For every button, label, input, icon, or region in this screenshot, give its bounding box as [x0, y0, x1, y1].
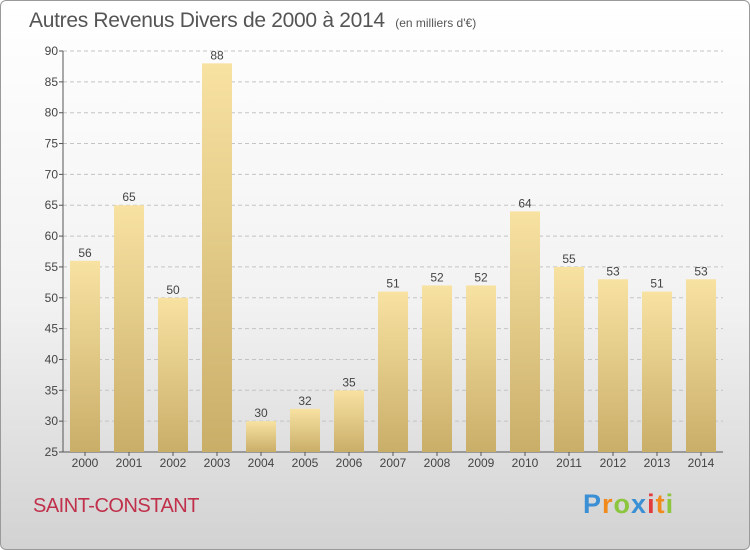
logo-letter: i: [665, 489, 675, 519]
y-tick-label: 65: [45, 198, 59, 212]
value-label: 32: [298, 394, 312, 408]
bar: [202, 63, 232, 452]
x-tick-label: 2001: [116, 456, 143, 470]
bar: [598, 279, 628, 452]
x-tick-label: 2014: [688, 456, 715, 470]
y-tick-label: 55: [45, 260, 59, 274]
logo-letter: o: [613, 489, 632, 519]
x-tick-label: 2013: [644, 456, 671, 470]
title-line: Autres Revenus Divers de 2000 à 2014 (en…: [29, 9, 476, 33]
bar: [378, 291, 408, 452]
value-label: 52: [474, 270, 488, 284]
y-tick-label: 40: [45, 352, 59, 366]
x-tick-label: 2009: [468, 456, 495, 470]
value-label: 88: [210, 48, 224, 62]
bar: [686, 279, 716, 452]
x-tick-label: 2007: [380, 456, 407, 470]
chart-subtitle: (en milliers d'€): [395, 16, 477, 30]
y-tick-label: 75: [45, 137, 59, 151]
value-label: 64: [518, 196, 532, 210]
y-tick-label: 25: [45, 445, 59, 459]
value-label: 30: [254, 406, 268, 420]
y-tick-label: 35: [45, 383, 59, 397]
bar: [114, 205, 144, 452]
x-tick-label: 2012: [600, 456, 627, 470]
logo-letter: i: [647, 489, 656, 519]
y-tick-label: 60: [45, 229, 59, 243]
bar: [334, 390, 364, 452]
x-tick-label: 2010: [512, 456, 539, 470]
logo-letter: x: [631, 489, 648, 519]
bar: [642, 291, 672, 452]
logo-letter: t: [655, 489, 666, 519]
value-label: 56: [78, 246, 92, 260]
value-label: 52: [430, 270, 444, 284]
value-label: 50: [166, 283, 180, 297]
x-tick-label: 2004: [248, 456, 275, 470]
value-label: 35: [342, 375, 356, 389]
bar: [70, 260, 100, 452]
bar: [510, 211, 540, 452]
y-tick-label: 70: [45, 167, 59, 181]
value-label: 55: [562, 252, 576, 266]
bar: [246, 421, 276, 452]
logo-letter: P: [583, 489, 603, 519]
value-label: 51: [650, 277, 664, 291]
x-tick-label: 2002: [160, 456, 187, 470]
value-label: 51: [386, 277, 400, 291]
proxiti-logo: Proxiti: [583, 489, 674, 520]
y-tick-label: 30: [45, 414, 59, 428]
location-label: SAINT-CONSTANT: [33, 495, 199, 517]
x-tick-label: 2000: [72, 456, 99, 470]
y-tick-label: 45: [45, 322, 59, 336]
bar: [466, 285, 496, 452]
y-tick-label: 50: [45, 291, 59, 305]
y-tick-label: 85: [45, 75, 59, 89]
bar: [422, 285, 452, 452]
logo-letter: r: [602, 489, 614, 519]
y-tick-label: 90: [45, 44, 59, 58]
x-tick-label: 2005: [292, 456, 319, 470]
y-tick-label: 80: [45, 106, 59, 120]
bar: [554, 266, 584, 452]
bar: [290, 408, 320, 452]
x-tick-label: 2011: [556, 456, 582, 470]
bar: [158, 297, 188, 452]
value-label: 53: [694, 264, 708, 278]
x-tick-label: 2008: [424, 456, 451, 470]
value-label: 65: [122, 190, 136, 204]
x-tick-label: 2006: [336, 456, 363, 470]
value-label: 53: [606, 264, 620, 278]
chart-title: Autres Revenus Divers de 2000 à 2014: [29, 9, 385, 32]
x-tick-label: 2003: [204, 456, 231, 470]
